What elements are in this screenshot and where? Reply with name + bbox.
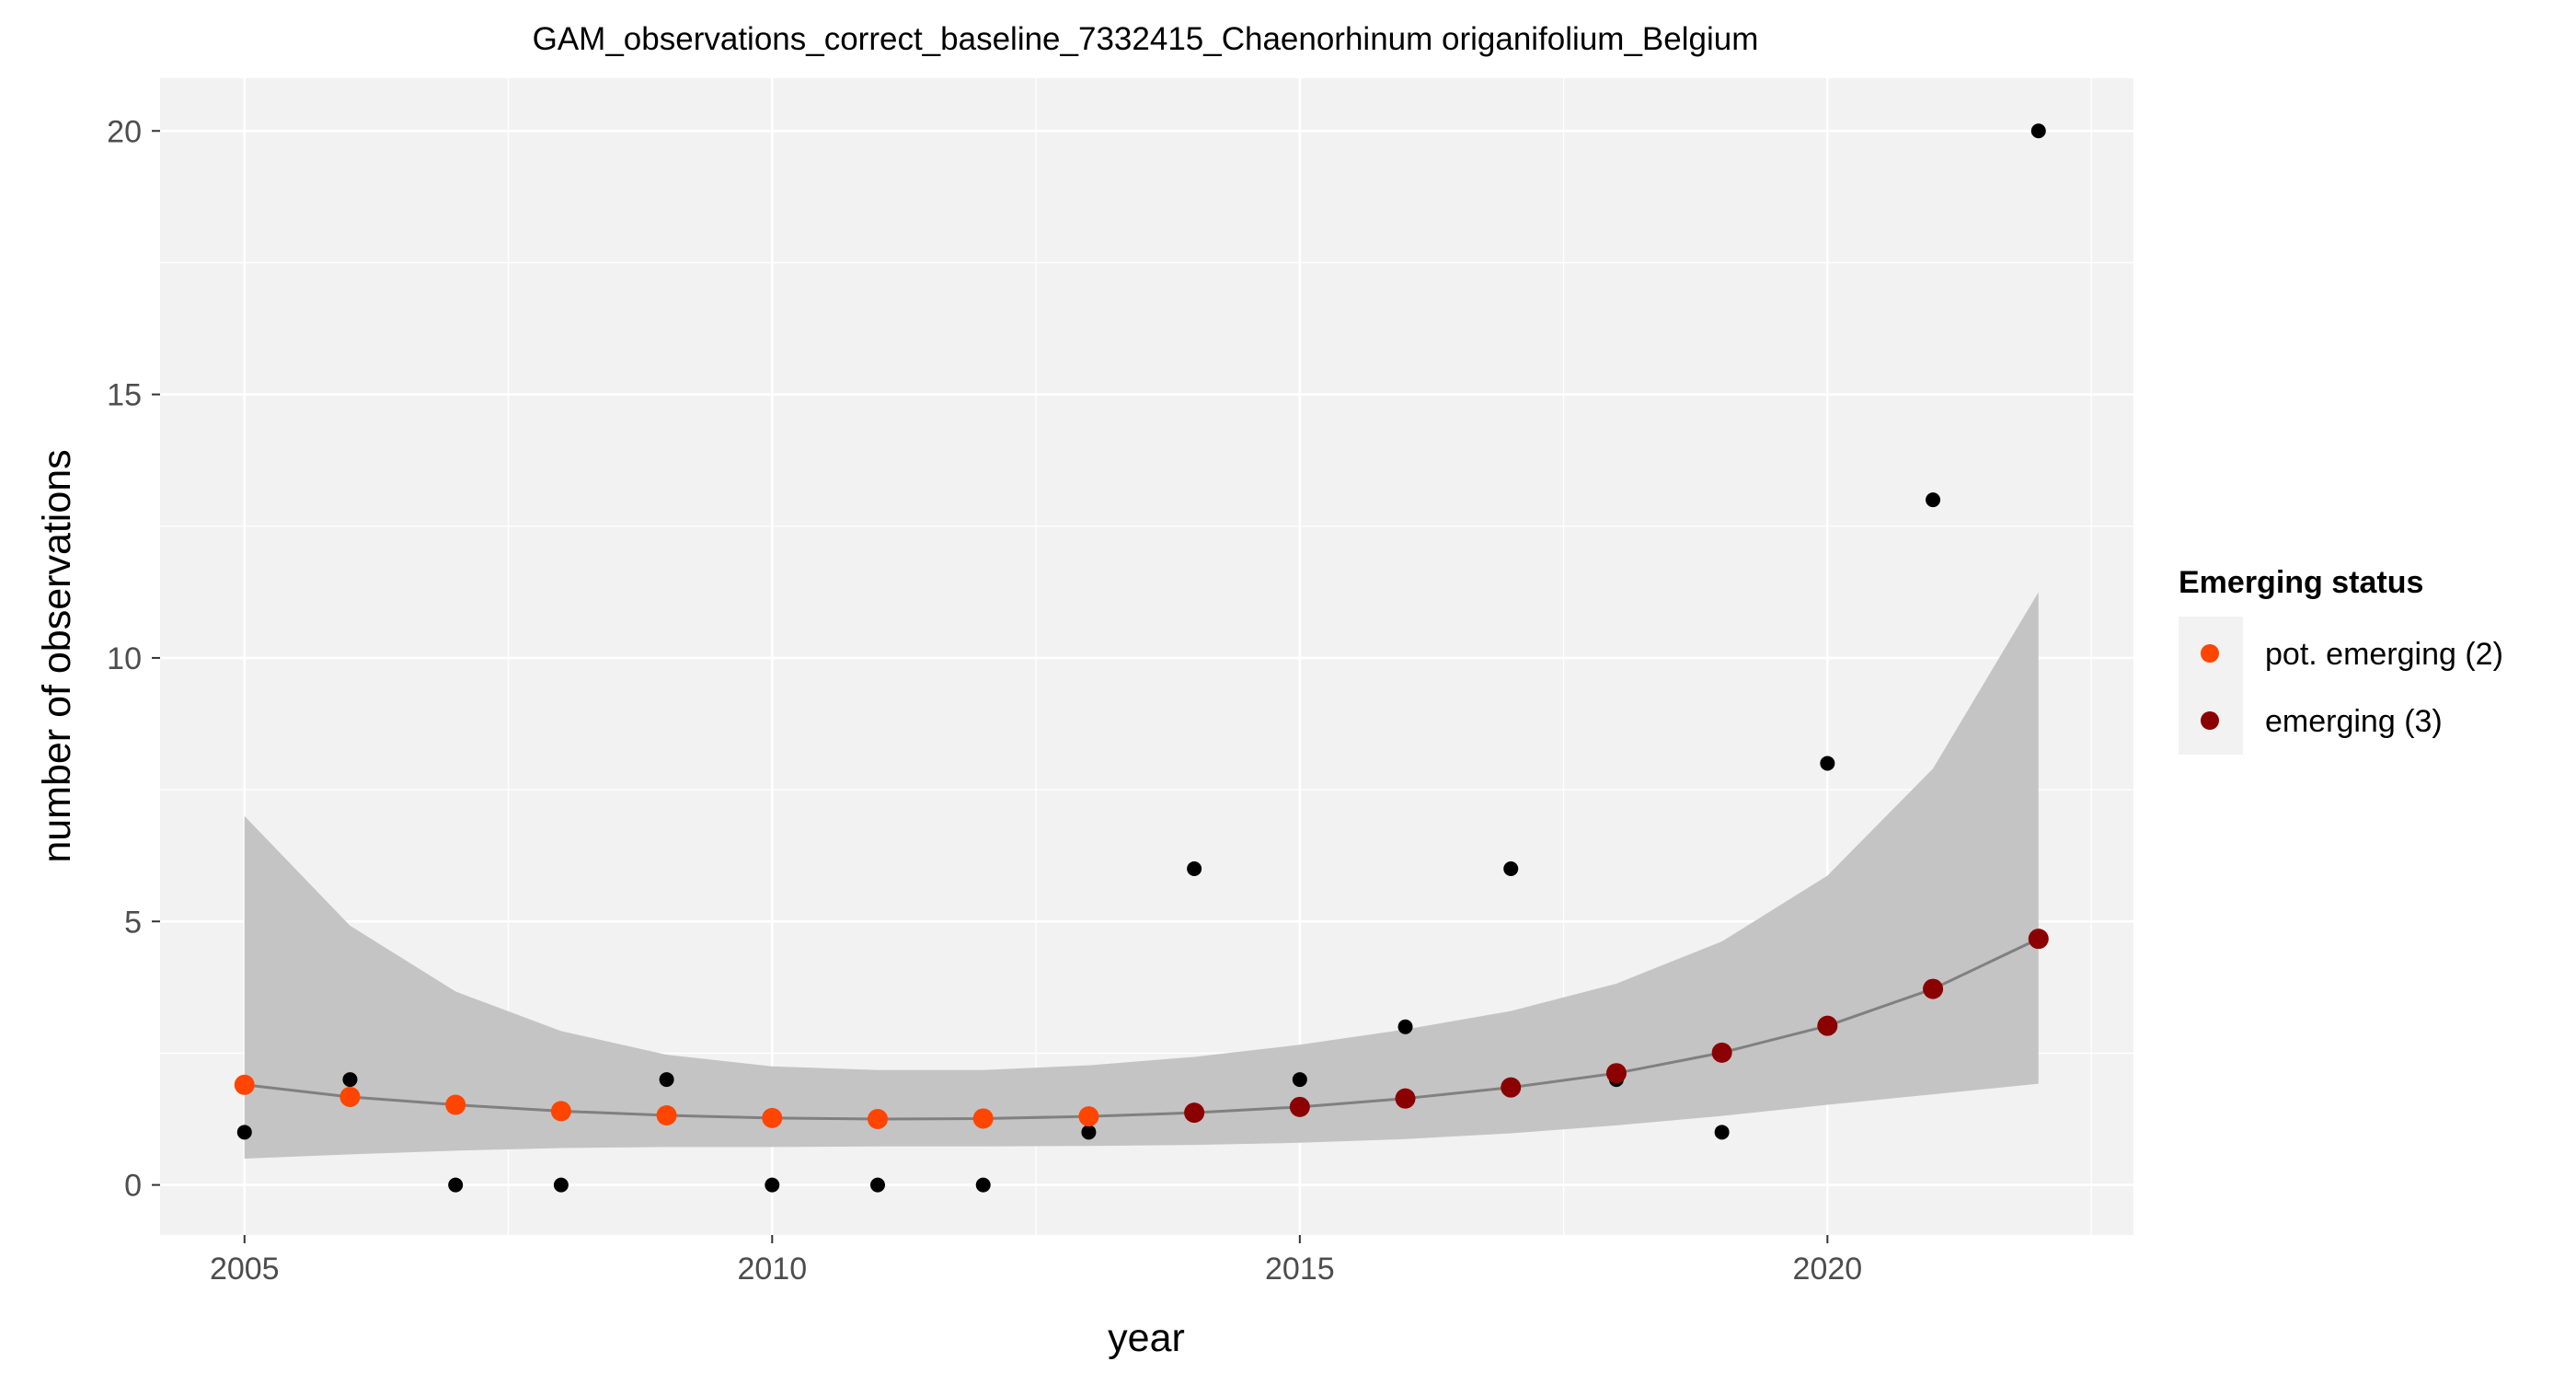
y-tick-label: 5 (124, 905, 142, 940)
observation-point (1292, 1072, 1307, 1088)
chart-title: GAM_observations_correct_baseline_733241… (533, 21, 1759, 57)
legend-key-emerging (2201, 711, 2219, 730)
fitted-point (234, 1074, 255, 1095)
observation-point (1503, 860, 1519, 876)
fitted-point (1923, 978, 1944, 999)
observation-point (1820, 756, 1835, 771)
legend: Emerging status pot. emerging (2) emergi… (2179, 565, 2503, 755)
fit-line-layer (244, 937, 2040, 1121)
y-tick-label: 10 (107, 641, 142, 676)
observation-point (1081, 1125, 1097, 1140)
fitted-point (2028, 929, 2049, 950)
fitted-point (1395, 1088, 1416, 1109)
x-tick-label: 2005 (210, 1252, 280, 1287)
legend-label-emerging: emerging (3) (2265, 704, 2443, 739)
fitted-point (762, 1107, 783, 1128)
observation-point (553, 1177, 569, 1193)
grid-minor-lines (160, 78, 2133, 1235)
fitted-point (1501, 1077, 1522, 1098)
fitted-point (1711, 1042, 1732, 1063)
y-tick-label: 0 (124, 1169, 142, 1204)
observation-point (870, 1177, 885, 1193)
observation-point (2030, 123, 2046, 139)
fitted-point (339, 1086, 361, 1107)
observation-point (1187, 860, 1202, 876)
fitted-point (1605, 1063, 1627, 1084)
legend-label-pot-emerging: pot. emerging (2) (2265, 637, 2503, 672)
x-tick-label: 2020 (1793, 1252, 1863, 1287)
fitted-point (1289, 1096, 1310, 1117)
fitted-point (1184, 1102, 1205, 1124)
x-axis-title: year (1108, 1316, 1185, 1360)
x-tick-label: 2010 (737, 1252, 807, 1287)
observation-points-layer (236, 123, 2046, 1193)
fitted-points-layer (234, 929, 2049, 1130)
confidence-band-layer (244, 592, 2039, 1159)
confidence-band (244, 592, 2039, 1159)
y-axis-title: number of observations (35, 449, 79, 862)
fitted-point (445, 1094, 466, 1115)
x-tick-label: 2015 (1265, 1252, 1335, 1287)
grid-major-lines (160, 78, 2133, 1235)
observation-point (1926, 492, 1941, 508)
observation-point (659, 1072, 674, 1088)
fitted-point (1817, 1015, 1838, 1036)
legend-title: Emerging status (2179, 565, 2423, 600)
observation-point (765, 1177, 780, 1193)
legend-key-pot-emerging (2201, 644, 2219, 663)
observation-point (1397, 1019, 1413, 1034)
observation-point (975, 1177, 991, 1193)
axes: 2005 2010 2015 2020 0 5 10 15 20 (107, 114, 1862, 1287)
fitted-point (550, 1101, 571, 1122)
observation-point (448, 1177, 464, 1193)
fitted-point (868, 1109, 888, 1130)
gam-fit-line (244, 937, 2040, 1121)
legend-key-background (2179, 617, 2243, 755)
y-tick-label: 20 (107, 114, 142, 149)
fitted-point (972, 1108, 994, 1129)
observation-point (342, 1072, 358, 1088)
y-tick-label: 15 (107, 378, 142, 413)
observation-point (236, 1125, 252, 1140)
observation-point (1714, 1125, 1730, 1140)
fitted-point (656, 1105, 677, 1126)
fitted-point (1078, 1106, 1099, 1127)
